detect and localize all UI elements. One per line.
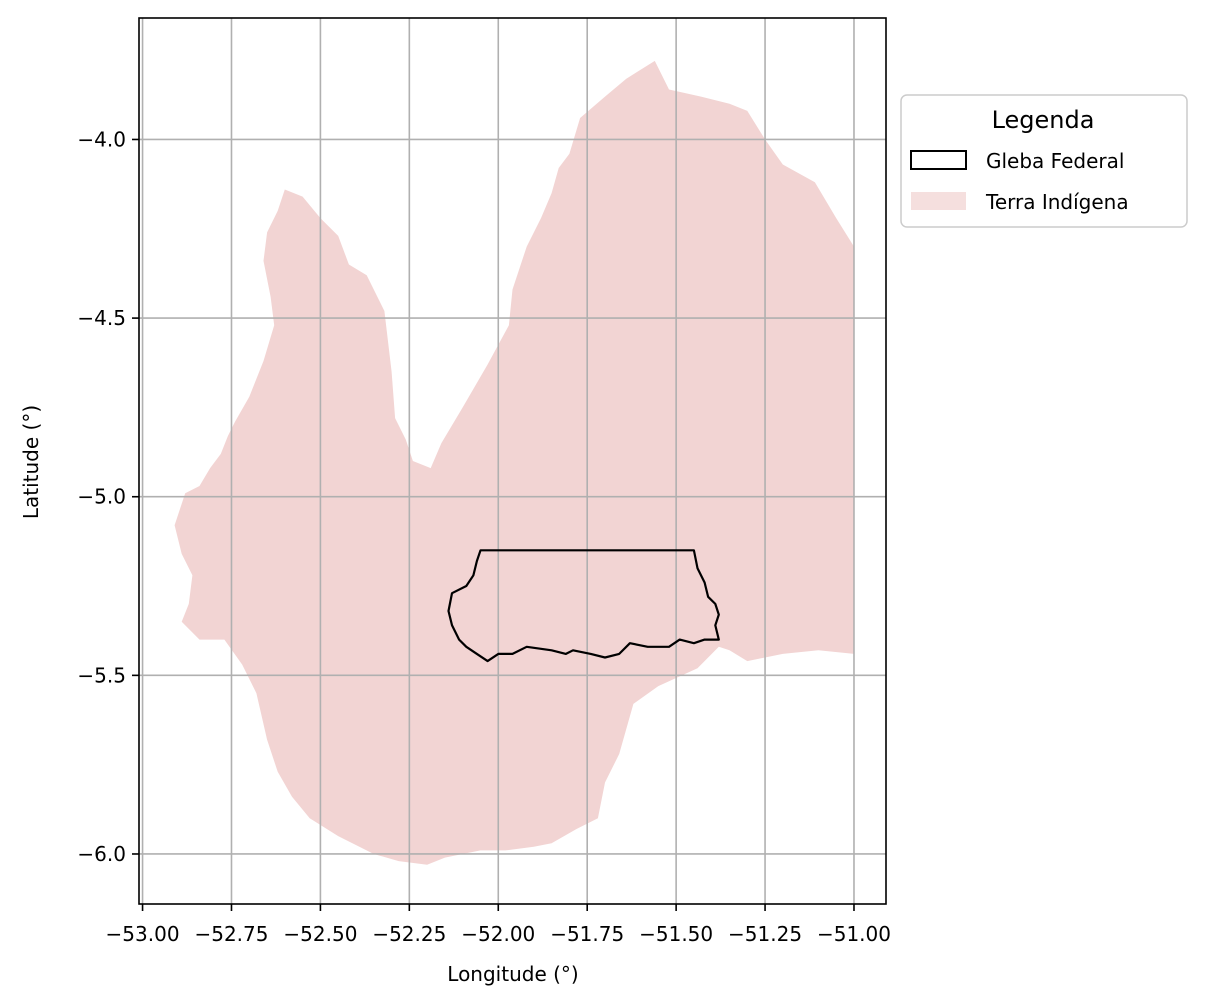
x-tick-label: −53.00 (106, 922, 180, 946)
legend: Legenda Gleba Federal Terra Indígena (900, 94, 1188, 228)
legend-swatch-gleba-federal (910, 150, 967, 170)
y-tick-label: −4.0 (77, 127, 126, 151)
x-tick-label: −51.00 (817, 922, 891, 946)
x-tick-label: −52.00 (461, 922, 535, 946)
y-tick-label: −5.0 (77, 485, 126, 509)
x-tick-label: −52.50 (283, 922, 357, 946)
legend-swatch-terra-indigena (911, 192, 966, 210)
axes-frame (138, 17, 887, 905)
terra-indigena-area (174, 60, 855, 865)
x-tick-label: −51.50 (639, 922, 713, 946)
x-axis-label: Longitude (°) (447, 962, 578, 986)
grid-lines (139, 18, 886, 904)
y-tick-label: −6.0 (77, 842, 126, 866)
x-tick-label: −52.75 (194, 922, 268, 946)
y-tick-label: −5.5 (77, 663, 126, 687)
legend-box (900, 94, 1188, 228)
x-tick-label: −51.75 (550, 922, 624, 946)
legend-label-terra-indigena: Terra Indígena (985, 190, 1129, 214)
legend-label-gleba-federal: Gleba Federal (986, 149, 1124, 173)
x-tick-label: −51.25 (728, 922, 802, 946)
y-axis-label: Latitude (°) (19, 405, 43, 519)
y-tick-label: −4.5 (77, 306, 126, 330)
x-axis: −53.00 −52.75 −52.50 −52.25 −52.00 −51.75 −51.… (106, 904, 891, 946)
gleba-federal-boundary (447, 549, 720, 663)
x-tick-label: −52.25 (372, 922, 446, 946)
plot-area (139, 18, 886, 904)
legend-title: Legenda (992, 106, 1095, 134)
y-axis: −4.0 −4.5 −5.0 −5.5 −6.0 (77, 127, 139, 866)
